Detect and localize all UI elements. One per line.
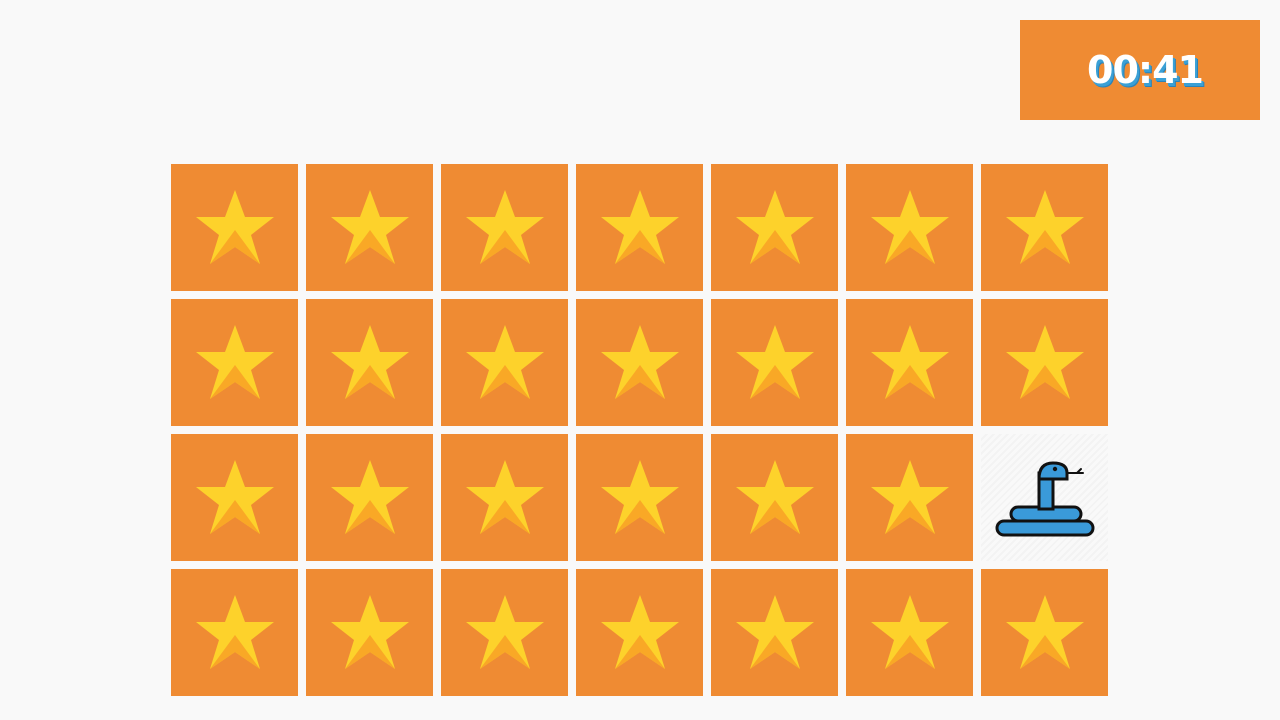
star-icon (194, 593, 276, 673)
memory-card[interactable] (576, 569, 703, 696)
star-icon (329, 593, 411, 673)
memory-card[interactable] (171, 434, 298, 561)
memory-card[interactable] (846, 434, 973, 561)
memory-card[interactable] (441, 164, 568, 291)
memory-card[interactable] (846, 299, 973, 426)
memory-card[interactable] (711, 299, 838, 426)
memory-card[interactable] (846, 569, 973, 696)
memory-card[interactable] (306, 434, 433, 561)
memory-card[interactable] (171, 164, 298, 291)
star-icon (599, 323, 681, 403)
star-icon (599, 593, 681, 673)
star-icon (194, 188, 276, 268)
memory-card[interactable] (711, 164, 838, 291)
memory-card[interactable] (576, 299, 703, 426)
memory-card[interactable] (171, 299, 298, 426)
memory-card[interactable] (171, 569, 298, 696)
star-icon (194, 458, 276, 538)
memory-card[interactable] (981, 299, 1108, 426)
star-icon (599, 188, 681, 268)
star-icon (869, 593, 951, 673)
star-icon (734, 458, 816, 538)
memory-card[interactable] (846, 164, 973, 291)
star-icon (734, 323, 816, 403)
memory-card[interactable] (711, 569, 838, 696)
star-icon (1004, 593, 1086, 673)
star-icon (194, 323, 276, 403)
memory-card[interactable] (441, 569, 568, 696)
star-icon (1004, 188, 1086, 268)
memory-card[interactable] (306, 569, 433, 696)
star-icon (464, 323, 546, 403)
timer-display: 00:41 (1087, 48, 1204, 92)
star-icon (599, 458, 681, 538)
star-icon (329, 323, 411, 403)
star-icon (464, 593, 546, 673)
star-icon (329, 458, 411, 538)
memory-card[interactable] (711, 434, 838, 561)
memory-card[interactable] (981, 164, 1108, 291)
revealed-card[interactable] (981, 434, 1108, 561)
star-icon (869, 323, 951, 403)
memory-card[interactable] (306, 164, 433, 291)
star-icon (869, 458, 951, 538)
star-icon (734, 593, 816, 673)
star-icon (1004, 323, 1086, 403)
memory-card-grid (171, 164, 1108, 696)
star-icon (464, 188, 546, 268)
memory-card[interactable] (576, 164, 703, 291)
memory-card[interactable] (306, 299, 433, 426)
memory-card[interactable] (441, 299, 568, 426)
snake-icon (993, 455, 1097, 541)
star-icon (464, 458, 546, 538)
star-icon (734, 188, 816, 268)
star-icon (329, 188, 411, 268)
star-icon (869, 188, 951, 268)
memory-card[interactable] (981, 569, 1108, 696)
memory-card[interactable] (441, 434, 568, 561)
timer-panel: 00:41 (1020, 20, 1260, 120)
memory-card[interactable] (576, 434, 703, 561)
